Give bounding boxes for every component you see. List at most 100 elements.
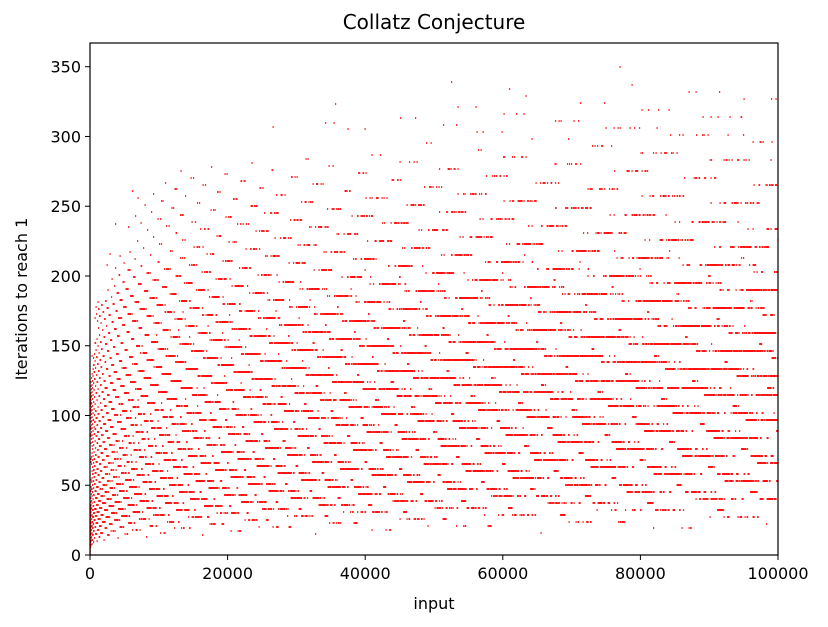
data-point: [277, 212, 279, 214]
data-point: [224, 339, 226, 341]
data-point: [182, 343, 184, 345]
data-point: [126, 349, 128, 351]
data-point: [213, 209, 215, 211]
data-point: [169, 459, 171, 461]
data-point: [108, 455, 110, 457]
data-point: [206, 401, 208, 403]
data-point: [225, 216, 227, 218]
data-point: [90, 435, 92, 437]
data-point: [197, 405, 199, 407]
data-point: [212, 455, 214, 457]
data-point: [98, 474, 100, 476]
data-point: [278, 421, 280, 423]
data-point: [145, 308, 147, 310]
data-point: [225, 278, 227, 280]
data-point: [213, 253, 215, 255]
data-point: [90, 458, 92, 460]
data-point: [106, 509, 108, 511]
data-point: [290, 219, 292, 221]
data-point: [177, 423, 179, 425]
data-point: [214, 523, 216, 525]
data-point: [103, 355, 105, 357]
data-point: [175, 188, 177, 190]
data-point: [153, 463, 155, 465]
data-point: [187, 405, 189, 407]
data-point: [212, 296, 214, 298]
data-point: [200, 491, 202, 493]
data-point: [274, 212, 276, 214]
data-point: [249, 328, 251, 330]
data-point: [135, 417, 137, 419]
data-point: [94, 458, 96, 460]
data-point: [162, 470, 164, 472]
data-point: [242, 476, 244, 478]
data-point: [240, 223, 242, 225]
data-point: [250, 248, 252, 250]
data-point: [152, 420, 154, 422]
data-point: [264, 317, 266, 319]
data-point: [180, 416, 182, 418]
data-point: [198, 289, 200, 291]
data-point: [94, 465, 96, 467]
data-point: [92, 539, 94, 541]
data-point: [272, 126, 274, 128]
data-point: [293, 262, 295, 264]
data-point: [110, 530, 112, 532]
data-point: [180, 275, 182, 277]
data-point: [94, 537, 96, 539]
data-point: [131, 522, 133, 524]
data-point: [212, 480, 214, 482]
data-point: [129, 399, 131, 401]
data-point: [245, 346, 247, 348]
data-point: [142, 370, 144, 372]
data-point: [247, 285, 249, 287]
data-point: [251, 371, 253, 373]
data-point: [179, 466, 181, 468]
data-point: [227, 512, 229, 514]
data-point: [243, 426, 245, 428]
data-point: [140, 283, 142, 285]
data-point: [96, 461, 98, 463]
data-point: [307, 472, 309, 474]
data-point: [161, 495, 163, 497]
data-point: [95, 508, 97, 510]
data-point: [233, 469, 235, 471]
data-point: [154, 438, 156, 440]
data-point: [199, 437, 201, 439]
data-point: [235, 444, 237, 446]
data-point: [138, 301, 140, 303]
data-point: [91, 377, 93, 379]
data-point: [178, 509, 180, 511]
data-point: [157, 279, 159, 281]
data-point: [265, 335, 267, 337]
data-point: [118, 292, 120, 294]
data-point: [248, 364, 250, 366]
data-point: [205, 394, 207, 396]
data-point: [278, 508, 280, 510]
data-point: [179, 405, 181, 407]
data-point: [112, 321, 114, 323]
data-point: [294, 219, 296, 221]
data-point: [116, 378, 118, 380]
data-point: [128, 435, 130, 437]
data-point: [97, 486, 99, 488]
data-point: [217, 321, 219, 323]
data-point: [90, 410, 92, 412]
data-point: [207, 289, 209, 291]
data-point: [196, 455, 198, 457]
data-point: [265, 403, 267, 405]
data-point: [102, 391, 104, 393]
data-point: [306, 428, 308, 430]
data-point: [98, 413, 100, 415]
data-point: [261, 421, 263, 423]
data-point: [122, 508, 124, 510]
data-point: [227, 339, 229, 341]
data-point: [173, 311, 175, 313]
data-point: [117, 353, 119, 355]
data-point: [143, 370, 145, 372]
data-point: [197, 368, 199, 370]
data-point: [313, 435, 315, 437]
data-point: [90, 504, 92, 506]
data-point: [98, 352, 100, 354]
data-point: [171, 416, 173, 418]
